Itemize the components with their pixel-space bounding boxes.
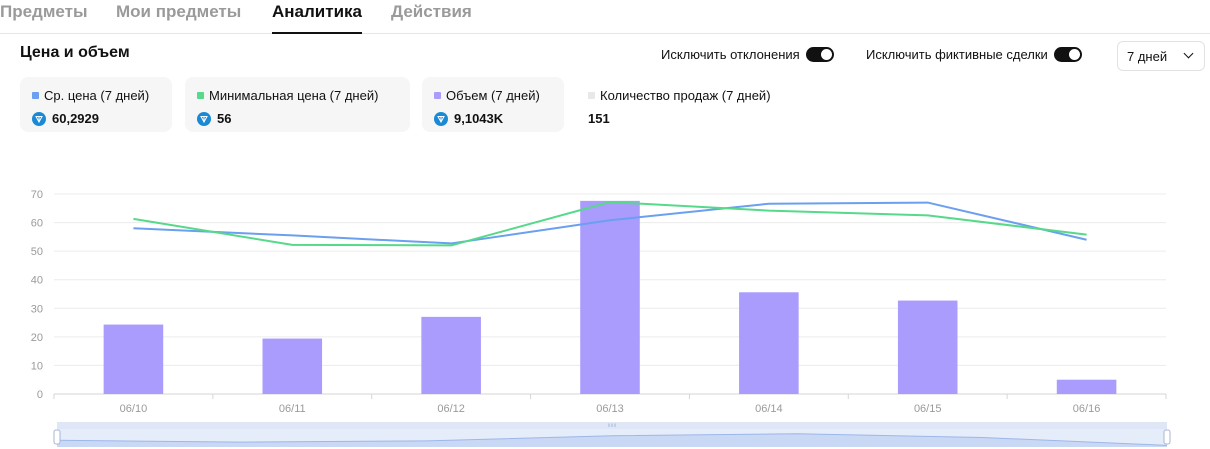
y-tick-label: 60 (31, 218, 43, 230)
section-title: Цена и объем (20, 44, 130, 61)
stat-value: 9,1043K (454, 111, 504, 126)
volume-legend-swatch (434, 92, 441, 99)
ton-icon (197, 111, 211, 126)
volume-bar (421, 316, 481, 394)
zoom-handle[interactable] (1163, 429, 1171, 445)
stat-card-volume: Объем (7 дней) 9,1043K (422, 77, 564, 132)
volume-bar (897, 300, 958, 394)
stat-label: Минимальная цена (7 дней) (209, 88, 379, 103)
volume-bar (262, 338, 323, 394)
volume-bar (103, 324, 164, 394)
sales-count-legend-swatch (588, 92, 595, 99)
y-tick-label: 30 (31, 303, 43, 315)
stat-card-sales-count: Количество продаж (7 дней) 151 (576, 77, 806, 132)
volume-bar (1056, 379, 1117, 394)
exclude-fake-trades-switch[interactable] (1053, 47, 1082, 62)
y-tick-label: 70 (31, 189, 43, 201)
min-price-line (133, 201, 1087, 247)
exclude-fake-trades-label: Исключить фиктивные сделки (866, 47, 1048, 62)
tab-analytics[interactable]: Аналитика (272, 2, 362, 34)
x-tick-label: 06/16 (1073, 403, 1101, 415)
y-tick-label: 20 (31, 332, 43, 344)
x-tick-label: 06/13 (596, 403, 624, 415)
stat-label: Объем (7 дней) (446, 88, 540, 103)
exclude-outliers-toggle-group: Исключить отклонения (661, 47, 834, 62)
volume-bar (739, 292, 799, 394)
price-volume-chart: 0 10 20 30 40 50 60 70 06/10 06/11 06/12 06/13 06/14… (31, 189, 1171, 447)
x-tick-label: 06/12 (437, 403, 465, 415)
y-tick-label: 10 (31, 360, 43, 372)
y-tick-label: 50 (31, 246, 43, 258)
period-select-value: 7 дней (1127, 48, 1168, 64)
ton-icon (434, 111, 448, 126)
exclude-fake-trades-toggle-group: Исключить фиктивные сделки (866, 47, 1082, 62)
stat-label: Количество продаж (7 дней) (600, 88, 771, 103)
avg-price-legend-swatch (32, 92, 39, 99)
zoom-handle[interactable] (53, 429, 61, 445)
volume-bar (580, 200, 640, 394)
exclude-outliers-switch[interactable] (805, 47, 834, 62)
tab-my-items[interactable]: Мои предметы (116, 2, 242, 21)
stat-value: 60,2929 (52, 111, 99, 126)
zoom-slider-area (57, 433, 1167, 447)
zoom-slider-line (56, 433, 1168, 446)
stat-value: 151 (588, 111, 610, 126)
period-select[interactable]: 7 дней (1117, 41, 1205, 71)
stat-card-min-price: Минимальная цена (7 дней) 56 (185, 77, 410, 132)
stat-label: Ср. цена (7 дней) (44, 88, 150, 103)
avg-price-line (133, 201, 1087, 245)
chevron-down-icon (1183, 48, 1194, 59)
tab-items[interactable]: Предметы (0, 2, 88, 21)
min-price-legend-swatch (197, 92, 204, 99)
y-tick-label: 0 (37, 389, 43, 401)
tab-actions[interactable]: Действия (391, 2, 472, 21)
x-tick-label: 06/11 (279, 403, 306, 415)
stat-value: 56 (217, 111, 232, 126)
x-tick-label: 06/15 (914, 403, 942, 415)
x-tick-label: 06/14 (755, 403, 783, 415)
x-tick-label: 06/10 (120, 403, 148, 415)
exclude-outliers-label: Исключить отклонения (661, 47, 800, 62)
stat-card-avg-price: Ср. цена (7 дней) 60,2929 (20, 77, 172, 132)
tab-bar: Предметы Мои предметы Аналитика Действия (0, 0, 1210, 34)
y-tick-label: 40 (31, 275, 43, 287)
ton-icon (32, 111, 46, 126)
